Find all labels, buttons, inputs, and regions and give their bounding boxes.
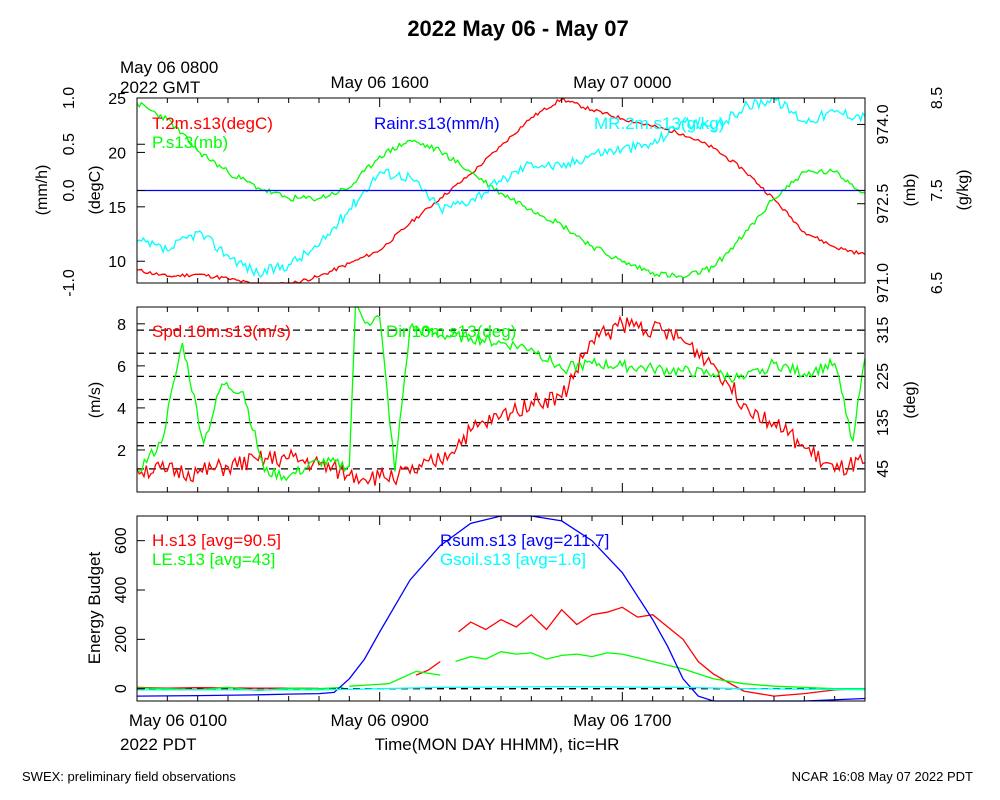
wind-panel: 2 4 6 8 45 135 225 315 Spd.10m.s13(m/s) Dir.10m.… (87, 306, 919, 493)
le-s13-line (349, 670, 441, 687)
rsum-s13-legend: Rsum.s13 [avg=211.7] (440, 531, 609, 550)
h-s13-line (415, 660, 441, 676)
speed-axis-tick-label: 2 (117, 443, 126, 460)
top-time-label: May 06 0800 (120, 58, 218, 77)
le-s13-legend: LE.s13 [avg=43] (152, 550, 275, 569)
mr-axis-tick-label: 8.5 (929, 87, 946, 109)
h-s13-legend: H.s13 [avg=90.5] (152, 531, 281, 550)
gsoil-s13-legend: Gsoil.s13 [avg=1.6] (440, 550, 586, 569)
speed-axis-tick-label: 4 (117, 401, 126, 418)
direction-axis-tick-label: 315 (875, 317, 892, 344)
direction-axis-tick-label: 225 (875, 363, 892, 390)
temp-axis-tick-label: 20 (108, 145, 126, 162)
energy-axis-tick-label: 600 (113, 527, 130, 554)
top-time-label: May 07 0000 (573, 73, 671, 92)
rain-axis-tick-label: 0.0 (61, 179, 78, 201)
x-tick-label: May 06 1700 (573, 711, 671, 730)
gsoil-s13-line (137, 686, 866, 691)
pressure-axis-tick-label: 972.5 (875, 184, 892, 224)
mr-axis-label: (g/kg) (955, 170, 972, 211)
top-time-label: May 06 1600 (331, 73, 429, 92)
state-panel: -1.0 0.0 0.5 1.0 10 15 20 25 971.0 972.5 974.0 6.5 7… (34, 58, 972, 303)
energy-panel-frame (136, 515, 866, 702)
temp-axis-tick-label: 25 (108, 91, 126, 108)
direction-axis-tick-label: 135 (875, 409, 892, 436)
x-axis-label: Time(MON DAY HHMM), tic=HR (375, 735, 620, 754)
chart-title: 2022 May 06 - May 07 (407, 16, 628, 41)
h-s13-line (458, 606, 866, 697)
x-tick-label: May 06 0100 (129, 711, 227, 730)
rain-axis-label: (mm/h) (34, 165, 51, 216)
footer-right-note: NCAR 16:08 May 07 2022 PDT (792, 769, 973, 784)
dir-10m-s13-deg-legend: Dir.10m.s13(deg) (386, 322, 516, 341)
energy-axis-tick-label: 200 (113, 626, 130, 653)
energy-panel: 0 200 400 600 H.s13 [avg=90.5]LE.s13 [avg=4… (85, 515, 866, 754)
wind-panel-frame (136, 306, 866, 493)
temp-axis-tick-label: 15 (108, 200, 126, 217)
rain-axis-tick-label: 0.5 (61, 133, 78, 155)
pressure-axis-tick-label: 971.0 (875, 263, 892, 303)
mr-2m-s13-g-kg-line (136, 96, 866, 278)
direction-axis-label: (deg) (902, 381, 919, 418)
le-s13-line (455, 651, 865, 690)
spd-10m-s13-m-s-line (136, 314, 866, 486)
speed-axis-tick-label: 6 (117, 359, 126, 376)
top-time-label: 2022 GMT (120, 78, 200, 97)
spd-10m-s13-m-s-legend: Spd.10m.s13(m/s) (152, 322, 291, 341)
rain-axis-tick-label: -1.0 (61, 269, 78, 297)
state-panel-frame (136, 97, 866, 284)
energy-axis-tick-label: 400 (113, 577, 130, 604)
mr-2m-s13-g-kg-legend: MR.2m.s13(g/kg) (594, 114, 724, 133)
rain-axis-tick-label: 1.0 (61, 87, 78, 109)
pressure-axis-tick-label: 974.0 (875, 104, 892, 144)
temp-axis-tick-label: 10 (108, 254, 126, 271)
dir-10m-s13-deg-line (136, 306, 866, 482)
rainr-s13-mm-h-legend: Rainr.s13(mm/h) (374, 114, 500, 133)
p-s13-mb-legend: P.s13(mb) (152, 133, 228, 152)
x-tick-label: May 06 0900 (331, 711, 429, 730)
direction-axis-tick-label: 45 (875, 460, 892, 478)
le-s13-line (136, 686, 344, 692)
temp-axis-label: (degC) (87, 166, 104, 215)
speed-axis-label: (m/s) (87, 382, 104, 418)
pressure-axis-label: (mb) (902, 174, 919, 207)
x-axis-timezone-label: 2022 PDT (120, 735, 197, 754)
mr-axis-tick-label: 7.5 (929, 179, 946, 201)
mr-axis-tick-label: 6.5 (929, 272, 946, 294)
t-2m-s13-degc-legend: T.2m.s13(degC) (152, 114, 273, 133)
energy-axis-tick-label: 0 (113, 684, 130, 693)
footer-left-note: SWEX: preliminary field observations (22, 769, 236, 784)
p-s13-mb-line (136, 101, 866, 279)
speed-axis-tick-label: 8 (117, 317, 126, 334)
energy-axis-label: Energy Budget (85, 551, 104, 664)
